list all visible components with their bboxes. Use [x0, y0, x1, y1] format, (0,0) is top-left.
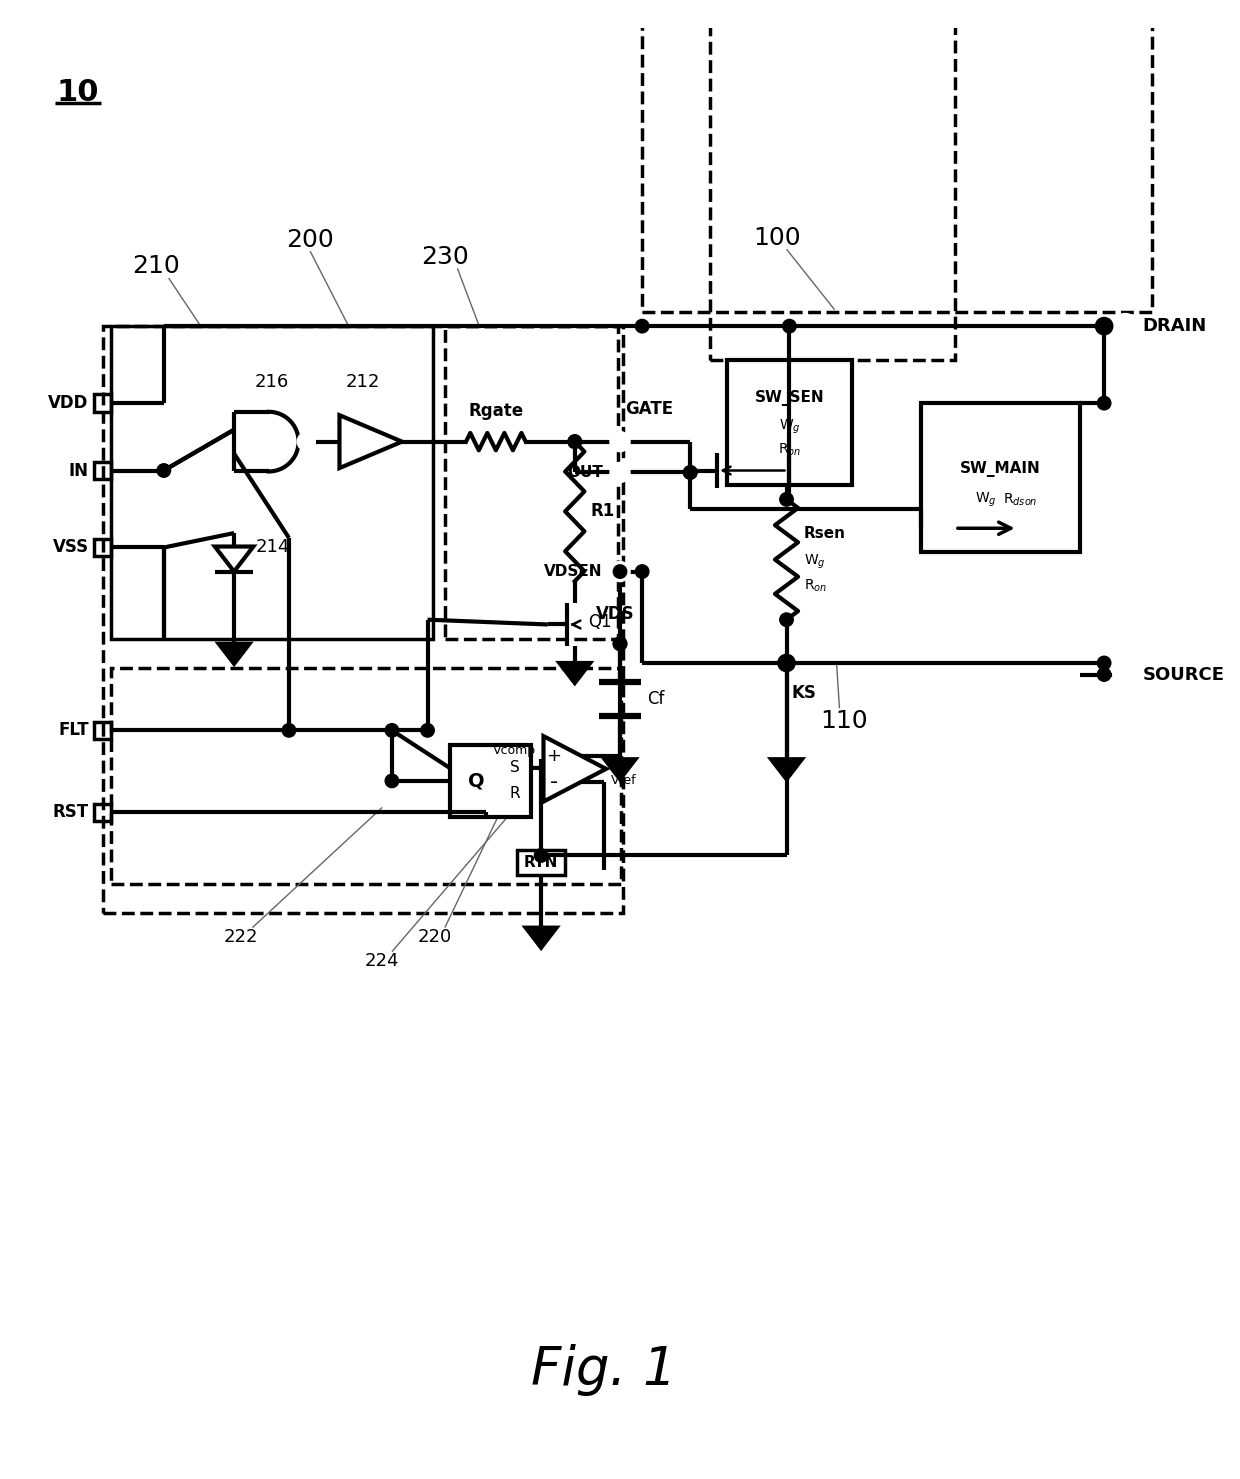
Text: SOURCE: SOURCE — [1142, 666, 1225, 683]
Bar — [709, 4, 955, 359]
Circle shape — [420, 723, 434, 737]
Circle shape — [611, 563, 629, 580]
Text: R1: R1 — [590, 503, 615, 521]
Text: Rgate: Rgate — [469, 402, 523, 420]
Text: VDS: VDS — [596, 605, 635, 623]
Text: OUT: OUT — [567, 464, 603, 479]
Polygon shape — [218, 643, 249, 664]
Text: RST: RST — [52, 803, 89, 821]
Text: R$_{on}$: R$_{on}$ — [804, 578, 827, 595]
Text: Vcomp: Vcomp — [492, 744, 536, 757]
Text: 230: 230 — [420, 246, 469, 269]
Text: 10: 10 — [57, 78, 99, 106]
Bar — [93, 803, 110, 821]
Polygon shape — [605, 759, 635, 779]
Bar — [921, 404, 1080, 552]
Text: DRAIN: DRAIN — [1142, 317, 1207, 336]
Circle shape — [614, 637, 626, 651]
Text: -: - — [549, 772, 558, 791]
Circle shape — [1097, 657, 1111, 670]
Bar — [93, 461, 110, 479]
Text: 214: 214 — [255, 538, 290, 556]
Polygon shape — [340, 416, 402, 467]
Text: S: S — [510, 760, 520, 775]
Text: 220: 220 — [418, 929, 453, 947]
Text: 200: 200 — [286, 228, 334, 251]
Bar — [110, 327, 433, 639]
Bar — [642, 0, 1152, 312]
Text: 216: 216 — [254, 373, 289, 390]
Text: Vref: Vref — [611, 774, 636, 787]
Bar — [93, 538, 110, 556]
Text: +: + — [547, 747, 562, 765]
Polygon shape — [771, 759, 802, 779]
Circle shape — [299, 433, 314, 450]
Circle shape — [611, 433, 629, 450]
Text: 222: 222 — [223, 929, 258, 947]
Text: 110: 110 — [821, 708, 868, 732]
Text: Fig. 1: Fig. 1 — [531, 1344, 676, 1396]
Circle shape — [1114, 315, 1137, 337]
Circle shape — [777, 654, 795, 671]
Text: VDD: VDD — [48, 393, 89, 413]
Circle shape — [614, 637, 626, 651]
Bar — [517, 850, 565, 874]
Text: GATE: GATE — [625, 399, 673, 417]
Text: R$_{on}$: R$_{on}$ — [777, 441, 801, 457]
Circle shape — [611, 464, 629, 481]
Text: VDSEN: VDSEN — [544, 563, 603, 580]
Circle shape — [780, 493, 794, 506]
Text: Q1: Q1 — [588, 614, 611, 632]
Text: R$_{dson}$: R$_{dson}$ — [1003, 491, 1037, 507]
Bar — [727, 359, 852, 485]
Circle shape — [534, 849, 548, 862]
Text: RTN: RTN — [525, 855, 558, 870]
Polygon shape — [526, 927, 557, 948]
Circle shape — [635, 319, 649, 333]
Circle shape — [157, 464, 171, 478]
Bar — [110, 669, 621, 884]
Bar — [103, 327, 622, 913]
Polygon shape — [559, 663, 590, 683]
Text: 100: 100 — [753, 226, 801, 250]
Circle shape — [1114, 663, 1137, 686]
Text: 210: 210 — [133, 254, 180, 278]
Circle shape — [635, 565, 649, 578]
Circle shape — [614, 565, 626, 578]
Text: KS: KS — [791, 685, 816, 703]
Text: Cf: Cf — [647, 691, 665, 708]
Bar — [93, 395, 110, 411]
Polygon shape — [543, 737, 606, 802]
Text: SW_MAIN: SW_MAIN — [960, 460, 1042, 476]
Text: 212: 212 — [346, 373, 381, 390]
Text: FLT: FLT — [58, 722, 89, 740]
Text: Q: Q — [469, 772, 485, 790]
Text: VSS: VSS — [52, 538, 89, 556]
Circle shape — [568, 435, 582, 448]
Circle shape — [683, 466, 697, 479]
Circle shape — [283, 723, 295, 737]
Circle shape — [568, 435, 582, 448]
Circle shape — [683, 466, 697, 479]
Bar — [450, 745, 532, 816]
Text: W$_g$: W$_g$ — [779, 419, 800, 436]
Circle shape — [386, 723, 398, 737]
Text: R: R — [510, 787, 521, 802]
Text: W$_g$: W$_g$ — [976, 490, 997, 509]
Text: SW_SEN: SW_SEN — [755, 390, 825, 407]
Circle shape — [780, 612, 794, 627]
Text: 224: 224 — [365, 952, 399, 970]
Circle shape — [1095, 318, 1112, 334]
Circle shape — [1097, 396, 1111, 410]
Circle shape — [1097, 669, 1111, 682]
Bar — [93, 722, 110, 740]
Bar — [445, 327, 618, 639]
Circle shape — [782, 319, 796, 333]
Text: W$_g$: W$_g$ — [804, 553, 826, 571]
Circle shape — [386, 774, 398, 788]
Text: Rsen: Rsen — [804, 525, 846, 540]
Text: IN: IN — [68, 461, 89, 479]
